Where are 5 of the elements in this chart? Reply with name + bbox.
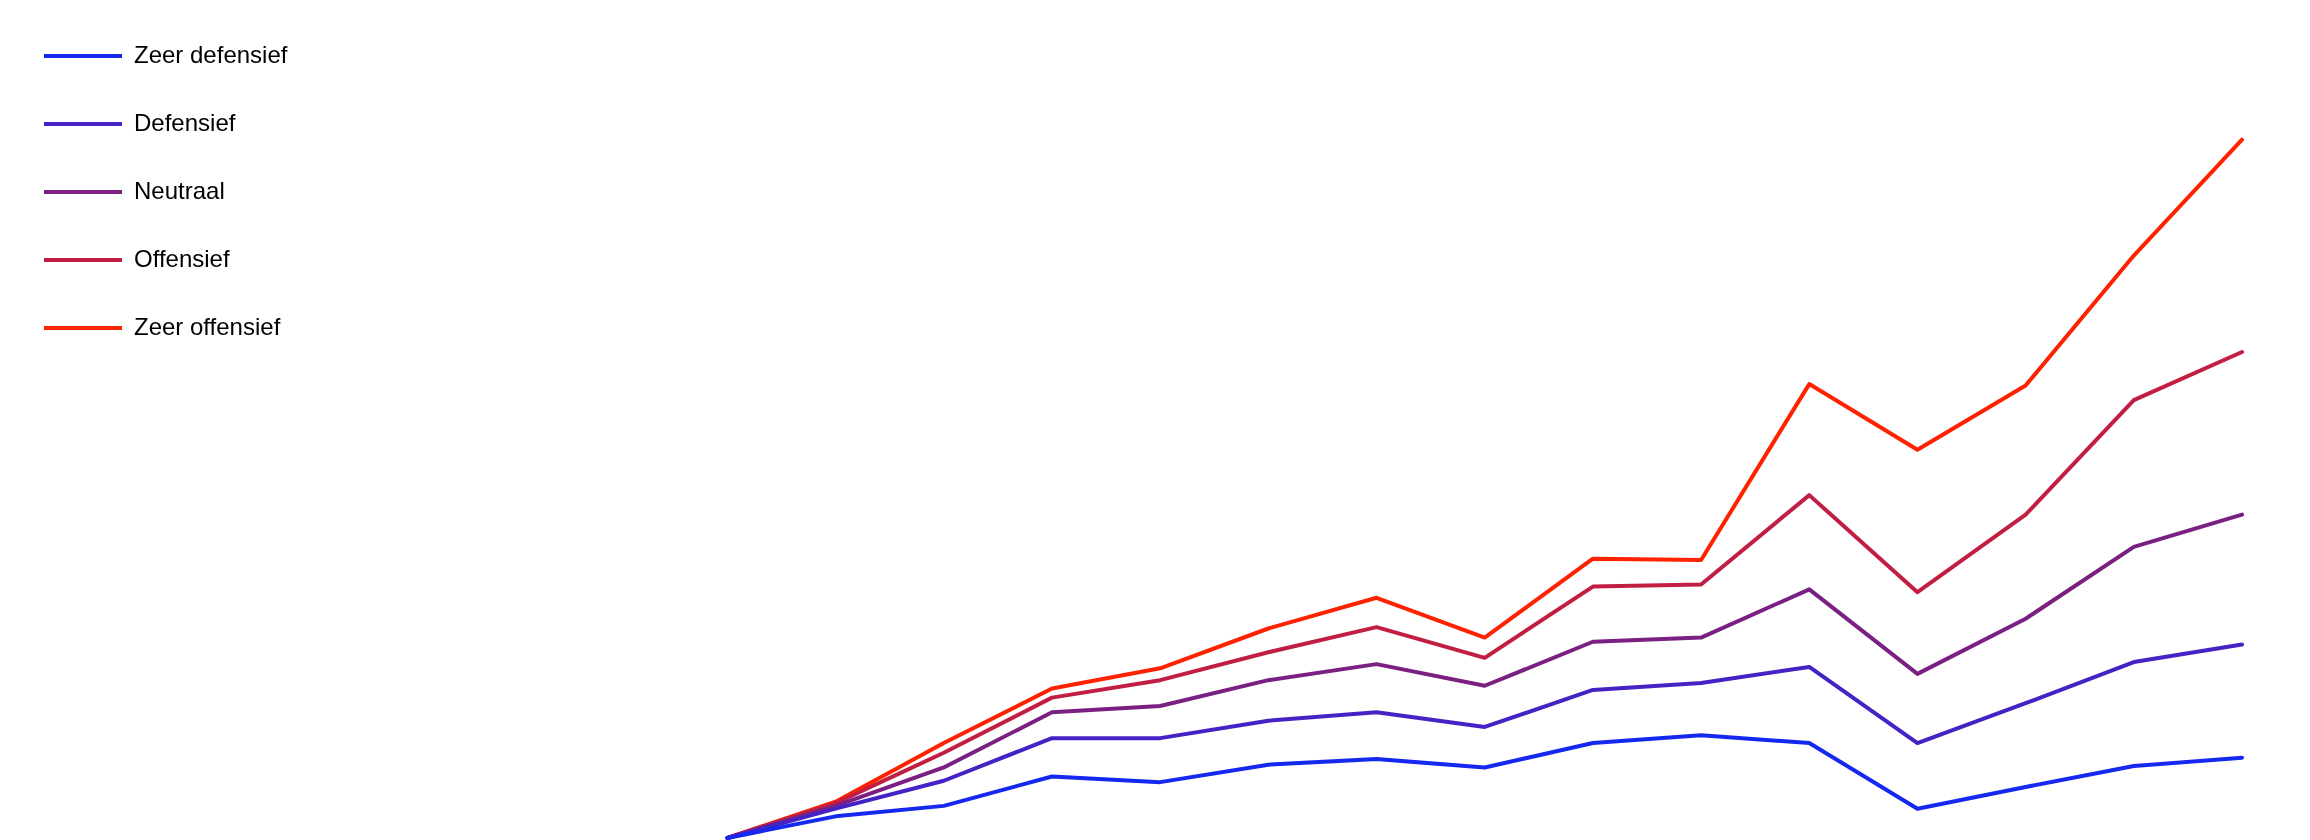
legend-label: Neutraal bbox=[134, 176, 225, 204]
legend-label: Zeer defensief bbox=[134, 40, 288, 68]
legend-label: Offensief bbox=[134, 244, 230, 272]
legend-label: Defensief bbox=[134, 108, 236, 136]
legend-label: Zeer offensief bbox=[134, 312, 281, 340]
